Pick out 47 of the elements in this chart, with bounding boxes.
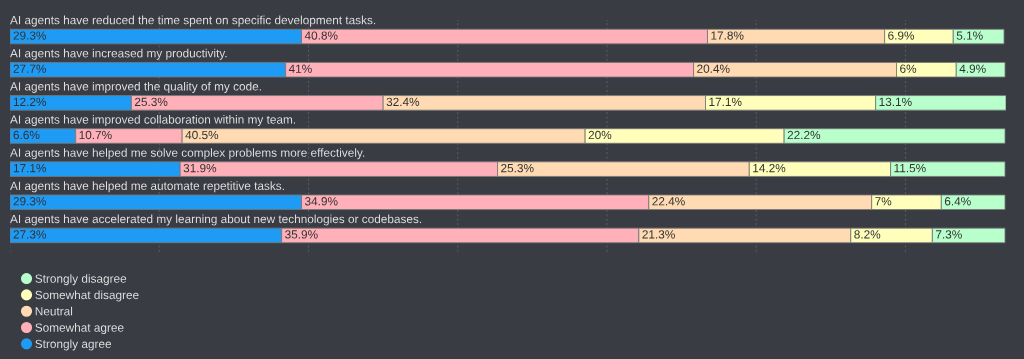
- y-tick-label: AI agents have reduced the time spent on specific development tasks.: [10, 15, 376, 27]
- data-label: 22.4%: [652, 197, 685, 206]
- data-label: 34.9%: [304, 197, 338, 206]
- y-tick-label: AI agents have improved the quality of my code.: [10, 81, 261, 93]
- data-label: 7.3%: [935, 230, 962, 239]
- legend-label: Somewhat agree: [35, 323, 124, 335]
- legend-label: Strongly agree: [35, 339, 112, 351]
- data-label: 21.3%: [642, 230, 675, 239]
- data-label: 27.7%: [13, 64, 47, 73]
- data-label: 20.4%: [697, 64, 730, 73]
- data-label: 40.5%: [185, 130, 219, 140]
- y-tick-label: AI agents have increased my productivity.: [10, 48, 227, 60]
- y-tick-label: AI agents have helped me solve complex problems more effectively.: [10, 148, 365, 160]
- data-label: 22.2%: [787, 130, 821, 140]
- legend-label: Strongly disagree: [35, 274, 127, 286]
- data-label: 32.4%: [386, 97, 420, 107]
- data-label: 8.2%: [854, 230, 881, 239]
- y-tick-label: AI agents have accelerated my learning about new technologies or codebases.: [10, 214, 422, 226]
- data-label: 41%: [288, 64, 312, 73]
- data-label: 6.4%: [944, 197, 971, 206]
- data-label: 40.8%: [304, 31, 338, 40]
- data-label: 14.2%: [753, 163, 786, 173]
- data-label: 20%: [588, 130, 612, 140]
- data-label: 17.1%: [13, 164, 47, 173]
- data-label: 10.7%: [79, 130, 112, 140]
- y-tick-label: AI agents have helped me automate repetitive tasks.: [10, 181, 284, 193]
- data-label: 25.3%: [501, 163, 534, 173]
- legend-label: Somewhat disagree: [35, 290, 139, 302]
- legend-label: Neutral: [35, 306, 73, 316]
- data-label: 31.9%: [183, 163, 217, 173]
- data-label: 27.3%: [13, 230, 47, 239]
- data-label: 35.9%: [285, 230, 318, 239]
- data-label: 29.3%: [13, 31, 47, 40]
- data-label: 5.1%: [956, 31, 983, 40]
- data-label: 25.3%: [134, 97, 168, 107]
- data-label: 17.1%: [709, 97, 742, 106]
- data-label: 11.5%: [894, 164, 926, 173]
- y-tick-label: AI agents have improved collaboration within my team.: [10, 115, 296, 127]
- data-label: 4.9%: [959, 64, 986, 73]
- data-label: 6%: [900, 64, 917, 73]
- data-label: 6.6%: [13, 130, 40, 140]
- data-label: 13.1%: [879, 97, 912, 107]
- data-label: 7%: [875, 197, 892, 206]
- data-label: 12.2%: [13, 97, 47, 106]
- data-label: 6.9%: [888, 31, 915, 40]
- data-label: 17.8%: [711, 31, 744, 40]
- data-label: 29.3%: [13, 197, 47, 206]
